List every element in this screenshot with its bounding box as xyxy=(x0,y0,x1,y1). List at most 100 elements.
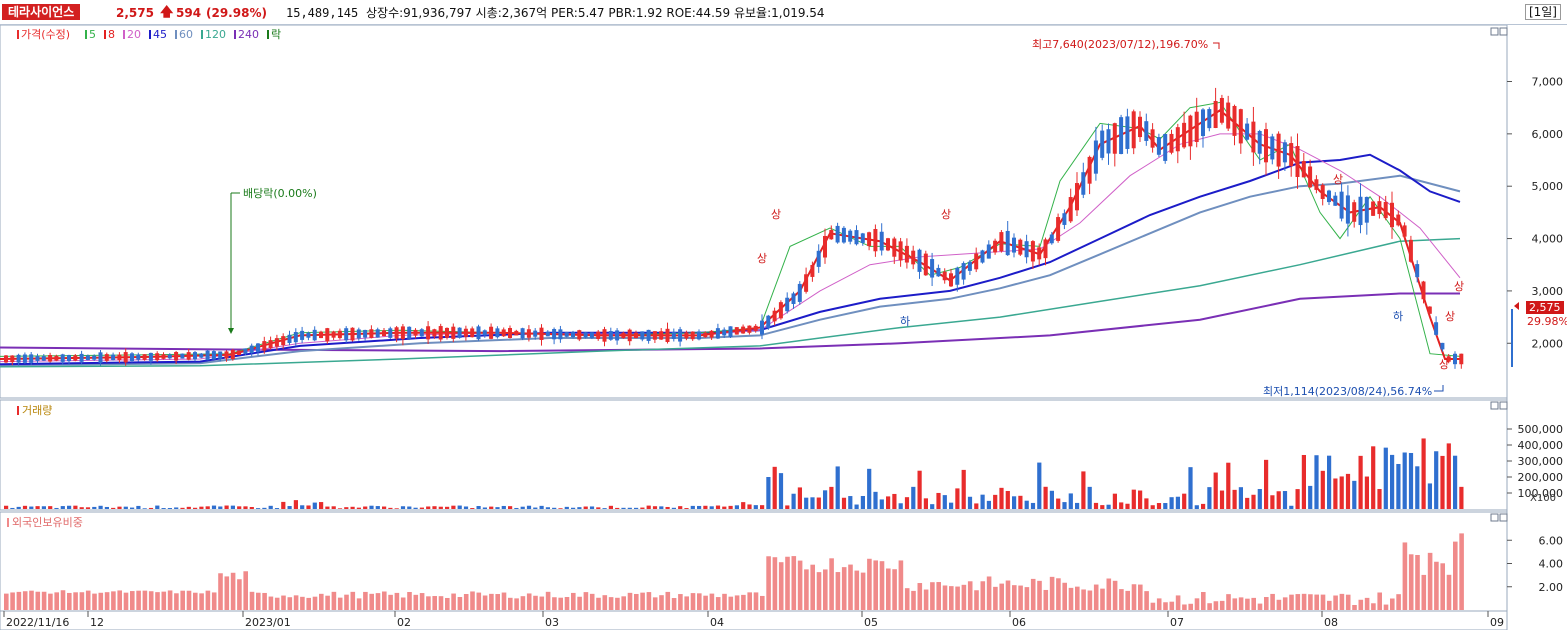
volume-bar xyxy=(495,507,500,509)
foreign-bar xyxy=(4,593,9,610)
volume-bar xyxy=(287,506,292,509)
foreign-bar xyxy=(577,596,582,610)
foreign-bar xyxy=(1131,584,1137,610)
foreign-bar xyxy=(961,584,967,610)
foreign-bar xyxy=(193,592,198,610)
candle-body xyxy=(1421,281,1426,300)
candle-body xyxy=(1333,195,1338,206)
candle-body xyxy=(999,232,1004,252)
volume-bar xyxy=(1056,498,1061,509)
foreign-bar xyxy=(1320,594,1326,610)
foreign-bar xyxy=(810,564,815,610)
volume-bar xyxy=(1270,495,1275,509)
foreign-bar xyxy=(841,567,847,610)
candle-body xyxy=(753,325,758,331)
volume-bar xyxy=(438,506,443,509)
foreign-bar xyxy=(1043,589,1049,610)
volume-bar xyxy=(526,505,532,509)
volume-bar xyxy=(249,506,254,509)
volume-panel-controls[interactable] xyxy=(1490,401,1508,410)
candle-body xyxy=(684,332,689,339)
candle-body xyxy=(778,302,783,319)
candle-body xyxy=(596,331,601,339)
candle-body xyxy=(1018,239,1023,255)
candle-body xyxy=(634,332,638,339)
foreign-bar xyxy=(1440,563,1445,610)
foreign-bar xyxy=(337,597,343,610)
foreign-bars xyxy=(4,533,1464,610)
limit-up-marker: 상 xyxy=(1445,310,1455,323)
candle-body xyxy=(835,225,840,243)
volume-bar xyxy=(867,468,872,509)
volume-bar xyxy=(1314,455,1319,509)
volume-bar xyxy=(1106,504,1111,509)
foreign-bar xyxy=(230,572,236,610)
volume-bar xyxy=(797,487,802,509)
candle-body xyxy=(130,353,134,361)
high-annotation: 최고7,640(2023/07/12),196.70% xyxy=(1032,38,1220,51)
foreign-bar xyxy=(1276,599,1282,610)
volume-bars xyxy=(4,438,1464,509)
candle-body xyxy=(1081,172,1086,195)
volume-bar xyxy=(54,507,59,509)
foreign-bar xyxy=(917,583,923,610)
price-panel-controls[interactable] xyxy=(1490,27,1508,36)
candle-body xyxy=(615,330,620,341)
volume-bar xyxy=(886,496,891,509)
foreign-panel-controls[interactable] xyxy=(1490,513,1508,522)
candle-body xyxy=(848,230,853,242)
foreign-bar xyxy=(375,593,381,610)
volume-bar xyxy=(211,505,217,509)
candle-body xyxy=(930,259,935,278)
volume-bar xyxy=(1371,446,1376,509)
candle-body xyxy=(1100,130,1105,158)
volume-bar xyxy=(48,506,53,509)
volume-bar xyxy=(1219,490,1225,509)
candle-body xyxy=(1207,109,1212,129)
foreign-bar xyxy=(249,591,255,610)
limit-up-marker: 상 xyxy=(1454,280,1464,293)
current-price-tag-label: 2,575 xyxy=(1529,301,1561,314)
candle-body xyxy=(306,332,311,338)
candle-body xyxy=(325,328,330,342)
volume-bar xyxy=(356,507,361,509)
volume-bar xyxy=(73,505,78,509)
candle-body xyxy=(312,329,317,341)
foreign-bar xyxy=(936,582,941,610)
foreign-bar xyxy=(886,568,891,610)
candle-body xyxy=(1194,111,1199,143)
foreign-bar xyxy=(382,591,387,610)
candle-body xyxy=(791,293,796,305)
legend-swatch xyxy=(201,30,203,39)
period-selector[interactable]: [1일] xyxy=(1524,4,1561,20)
foreign-bar xyxy=(1402,542,1408,610)
volume-bar xyxy=(1207,487,1212,509)
foreign-bar xyxy=(1421,574,1427,610)
volume-bar xyxy=(911,486,916,509)
candle-body xyxy=(1068,197,1073,222)
volume-bar xyxy=(571,507,576,509)
stock-name-badge[interactable]: 테라사이언스 xyxy=(2,4,81,20)
candle-body xyxy=(621,332,626,339)
candle-body xyxy=(400,326,405,340)
volume-unit-label: X100 xyxy=(1530,493,1556,504)
volume-bar xyxy=(1075,502,1080,509)
candle-body xyxy=(583,332,588,338)
foreign-bar xyxy=(634,593,639,610)
foreign-bar xyxy=(1314,594,1319,610)
volume-bar xyxy=(854,504,859,509)
volume-bar xyxy=(67,505,72,509)
volume-bar xyxy=(1188,467,1193,509)
volume-bar xyxy=(256,508,261,509)
volume-bar xyxy=(823,490,828,509)
foreign-bar xyxy=(186,590,192,610)
candle-body xyxy=(1327,190,1331,203)
volume-bar xyxy=(1125,503,1130,509)
candle-body xyxy=(1245,123,1250,140)
candle-body xyxy=(445,327,449,338)
foreign-bar xyxy=(136,590,141,610)
candle-body xyxy=(1320,184,1325,199)
volume-bar xyxy=(180,507,185,509)
candle-body xyxy=(369,329,374,338)
volume-bar xyxy=(1339,476,1344,509)
